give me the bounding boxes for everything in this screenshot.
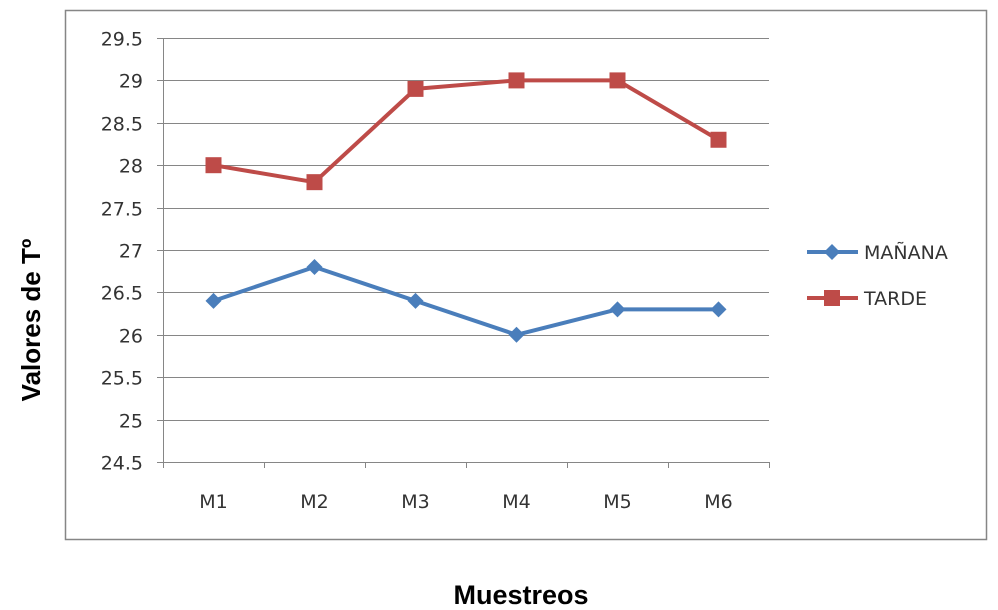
axes	[157, 38, 770, 468]
y-tick-labels: 24.5 25 25.5 26 26.5 27 27.5 28 28.5 29 29.5	[101, 29, 143, 475]
data-point-marker	[407, 80, 424, 97]
legend-entry: TARDE	[807, 288, 927, 310]
y-tick-label: 25.5	[101, 368, 143, 390]
x-tick-labels: M1 M2 M3 M4 M5 M6	[199, 491, 732, 513]
x-tick-label: M1	[199, 491, 227, 513]
y-tick-label: 28	[119, 156, 143, 178]
data-point-marker	[609, 72, 626, 89]
y-tick-label: 24.5	[101, 453, 143, 475]
x-tick-label: M6	[704, 491, 732, 513]
legend-marker	[824, 244, 840, 260]
chart-area-border	[64, 9, 988, 541]
series-line	[211, 78, 721, 185]
gridlines	[163, 38, 769, 421]
data-point-marker	[205, 157, 222, 174]
data-point-marker	[710, 301, 727, 318]
y-tick-label: 25	[119, 411, 143, 433]
legend-marker	[824, 290, 840, 306]
data-point-marker	[710, 131, 727, 148]
series-lines	[205, 72, 727, 343]
legend-label: MAÑANA	[864, 241, 948, 264]
x-tick-label: M3	[401, 491, 429, 513]
y-tick-label: 28.5	[101, 114, 143, 136]
y-tick-label: 27	[119, 241, 143, 263]
x-tick-label: M2	[300, 491, 328, 513]
legend: MAÑANA TARDE	[807, 241, 948, 310]
x-tick-label: M5	[603, 491, 631, 513]
y-tick-label: 29	[119, 71, 143, 93]
data-point-marker	[205, 292, 222, 309]
y-tick-label: 26	[119, 326, 143, 348]
series-line	[211, 264, 721, 337]
legend-entry: MAÑANA	[807, 241, 948, 264]
y-tick-label: 26.5	[101, 283, 143, 305]
x-tick-label: M4	[502, 491, 530, 513]
legend-label: TARDE	[863, 288, 927, 310]
x-axis-title: Muestreos	[453, 580, 588, 610]
series-mañana	[205, 258, 727, 343]
data-point-marker	[306, 174, 323, 191]
data-point-marker	[407, 292, 424, 309]
y-axis-title: Valores de Tº	[16, 238, 46, 401]
data-point-marker	[508, 326, 525, 343]
series-tarde	[205, 72, 727, 191]
data-point-marker	[508, 72, 525, 89]
data-point-marker	[306, 258, 323, 275]
y-tick-label: 27.5	[101, 199, 143, 221]
data-point-marker	[609, 301, 626, 318]
y-tick-label: 29.5	[101, 29, 143, 51]
